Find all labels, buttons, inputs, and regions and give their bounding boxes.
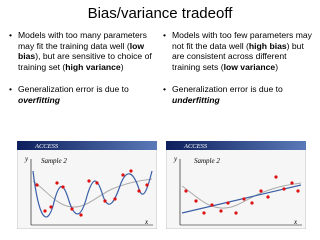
bullet: • Models with too many parameters may fit… [9,30,159,72]
bullet-text: ), but are sensitive to choice of traini… [18,51,152,72]
data-points [35,169,149,217]
x-label: x [293,218,298,226]
fit-line [181,184,302,214]
left-column: • Models with too many parameters may fit… [9,30,159,118]
y-label: y [24,155,29,163]
sample-label: Sample 2 [194,157,220,165]
header-text: ACCESS [183,143,208,150]
bullet-dot: • [9,84,13,95]
emphasis-text: overfitting [18,94,61,105]
emphasis-text: high bias [248,40,287,51]
bullet-text: Generalization error is due to [172,84,283,95]
bullet-dot: • [163,84,167,95]
bullet: • Generalization error is due to overfitt… [9,84,159,105]
figure-header [166,141,306,150]
data-points [184,175,300,215]
overfit-figure: ACCESS y Sample 2 x [17,141,157,229]
emphasis-text: low variance [223,61,276,72]
header-text: ACCESS [34,143,59,150]
bullet-text: Models with too many parameters may fit … [18,30,147,51]
emphasis-text: high variance [65,61,121,72]
figure-frame [166,141,306,229]
bullet-text: ) but are consistent across different tr… [172,40,304,72]
figure-frame [17,141,157,229]
bullet-text: ) [120,61,124,72]
underfit-figure: ACCESS y Sample 2 x [166,141,306,229]
sample-label: Sample 2 [41,157,67,165]
y-label: y [173,155,178,163]
emphasis-text: low bias [18,40,145,62]
bullet-dot: • [9,30,13,40]
emphasis-text: underfitting [172,94,220,105]
bullet: • Models with too few parameters may not … [163,30,313,72]
true-curve [32,178,153,208]
bullet-text: Generalization error is due to [18,84,129,95]
bullet-text: ) [275,61,279,72]
figure-header [17,141,157,150]
true-curve [181,182,302,209]
x-label: x [144,218,149,226]
bullet-dot: • [163,30,167,40]
slide-title: Bias/variance tradeoff [87,5,233,22]
bullet-text: Models with too few parameters may not f… [172,30,312,51]
right-column: • Models with too few parameters may not … [163,30,313,118]
fit-curve [32,170,153,218]
bullet: • Generalization error is due to underfit… [163,84,313,105]
